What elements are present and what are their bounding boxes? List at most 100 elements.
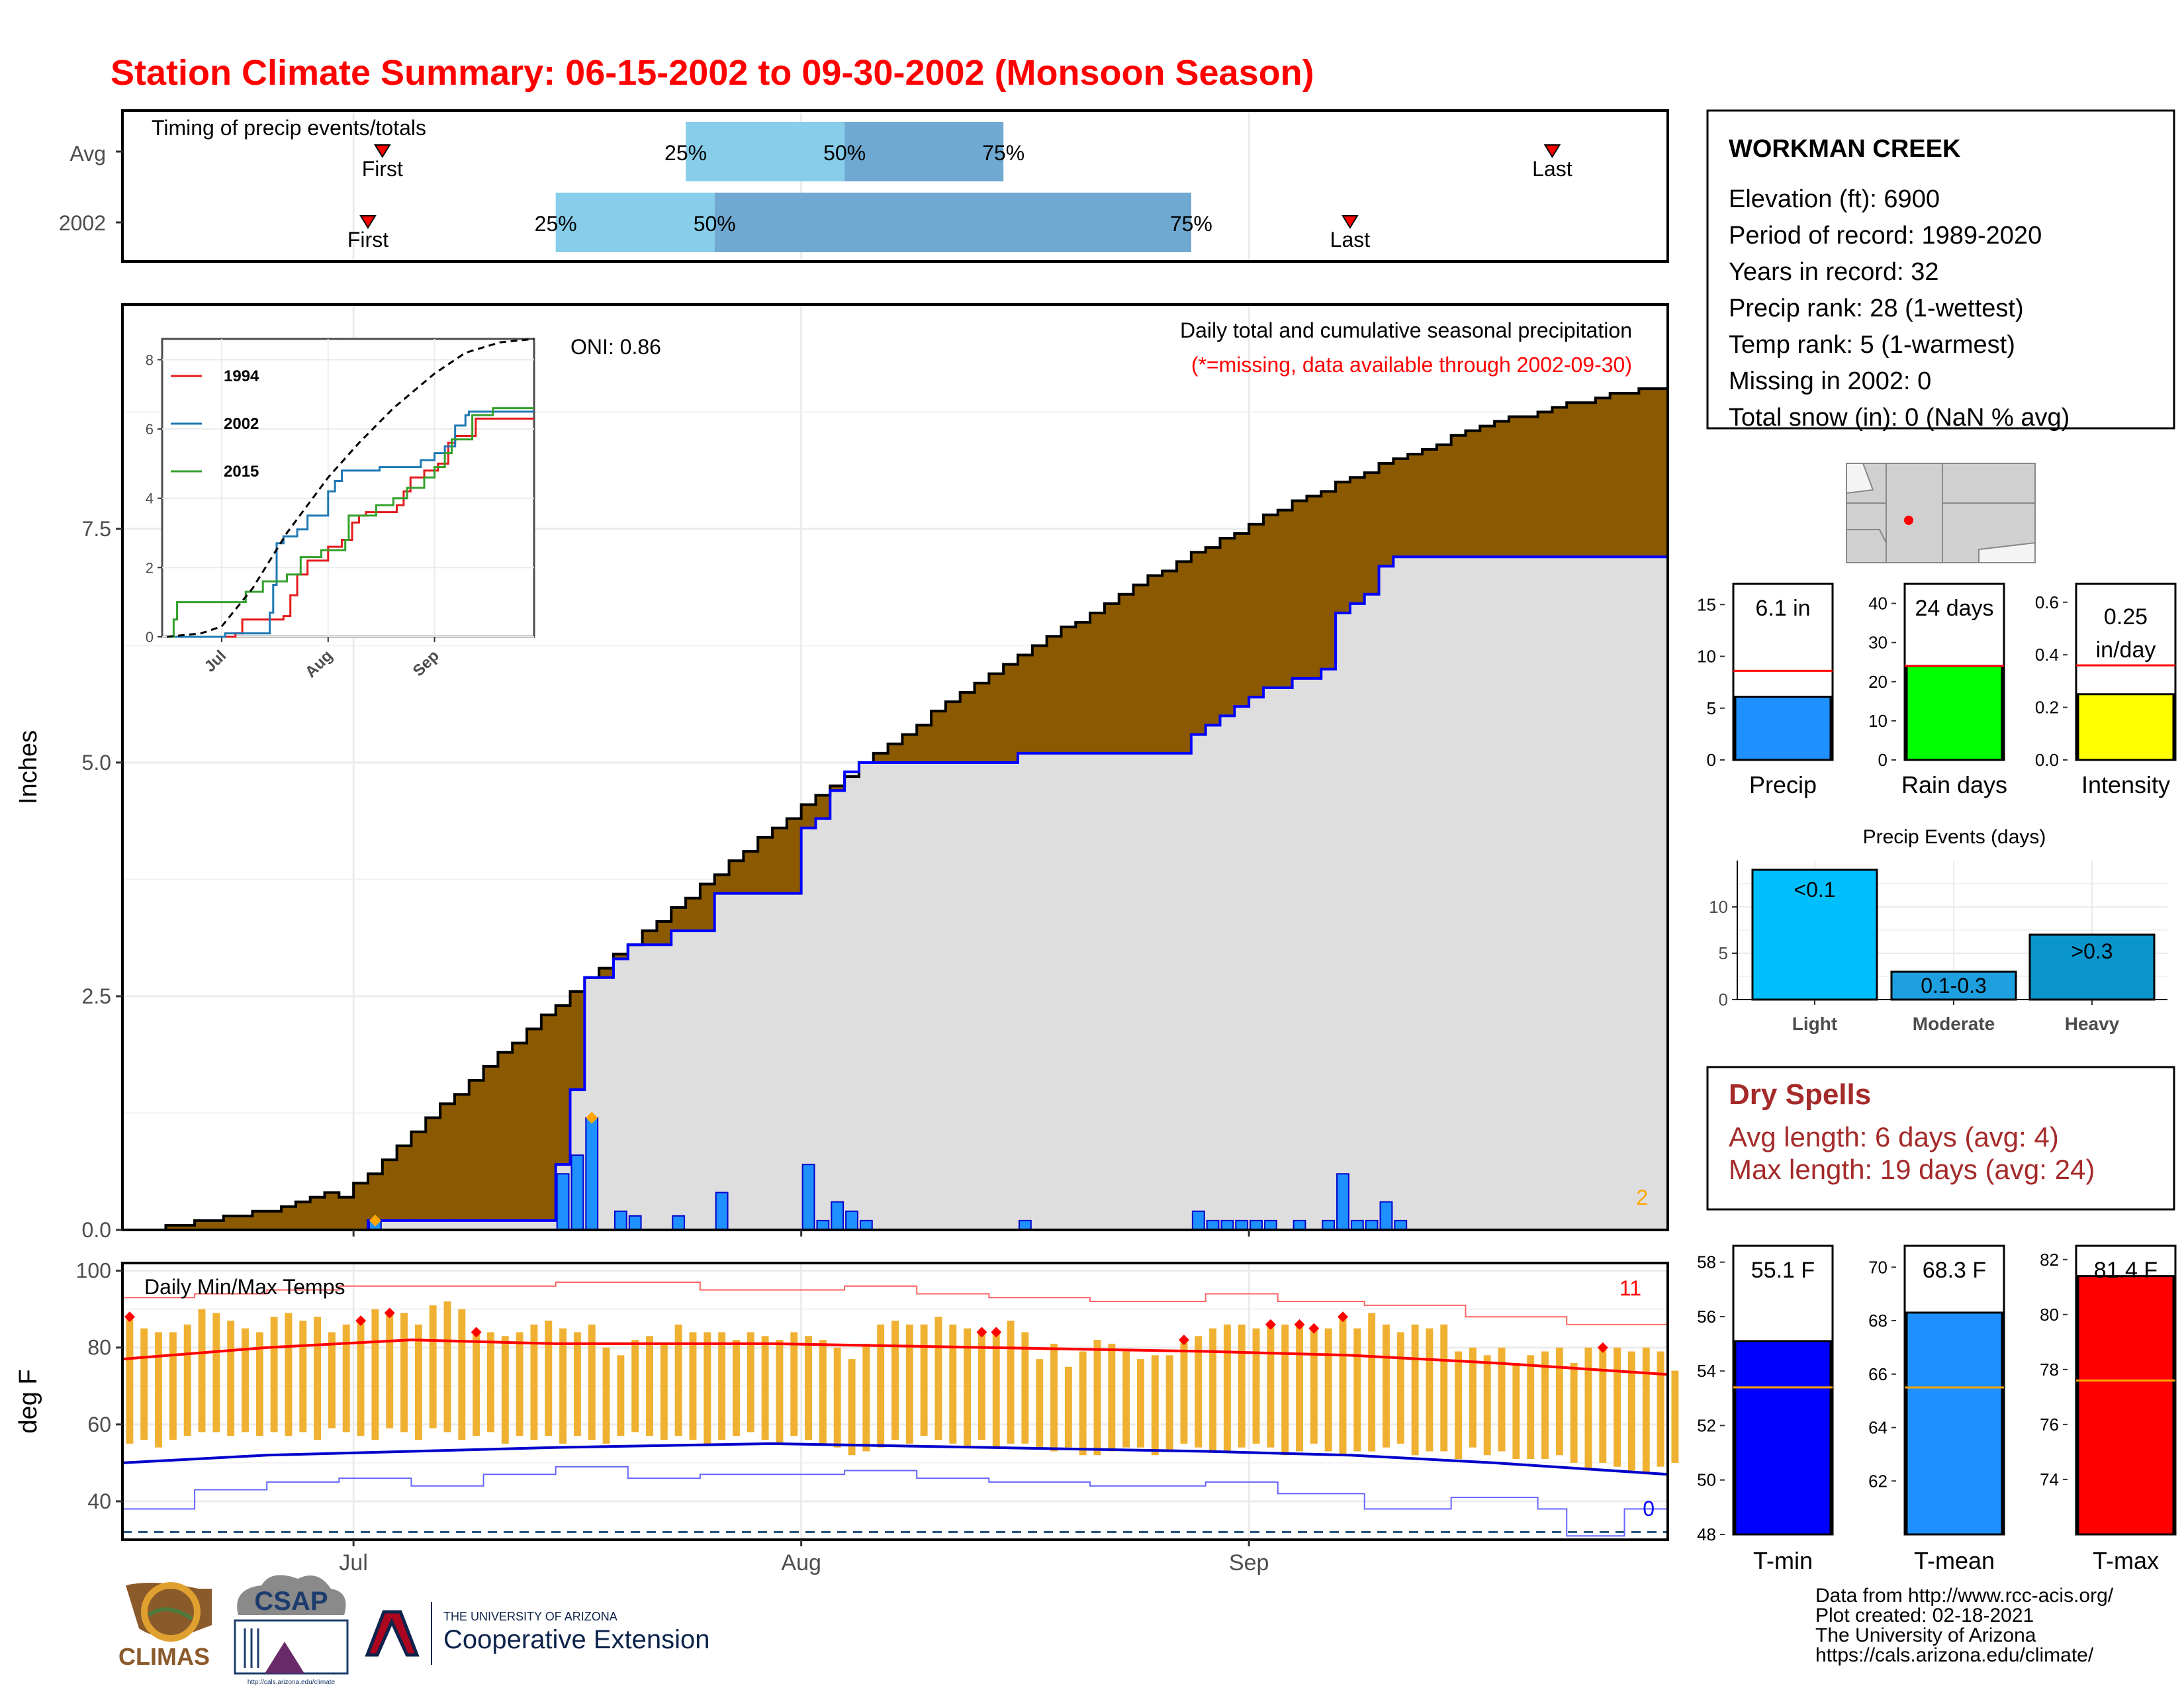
daily-minmax-bar [1021, 1332, 1029, 1444]
daily-minmax-bar [559, 1328, 567, 1444]
deficit-area-segment [700, 884, 715, 931]
deficit-area-segment [339, 1197, 354, 1230]
station-info-box: WORKMAN CREEK Elevation (ft): 6900 Perio… [1706, 109, 2175, 432]
tmax-ytick-label: 82 [2040, 1250, 2059, 1270]
intensity-chart-label: Intensity [2081, 771, 2170, 798]
daily-minmax-bar [342, 1324, 350, 1432]
record-max-marker [124, 1311, 135, 1323]
deficit-area-segment [1148, 575, 1163, 753]
daily-minmax-bar [1007, 1321, 1015, 1444]
deficit-area-segment [873, 753, 889, 763]
timing-q75-label: 75% [982, 141, 1024, 165]
inset-ytick-label: 0 [146, 629, 154, 645]
daily-minmax-bar [1671, 1370, 1679, 1463]
daily-minmax-bar [1498, 1347, 1506, 1452]
daily-minmax-bar [718, 1332, 726, 1440]
deficit-area-segment [1336, 482, 1351, 613]
tmin-value-bar [1734, 1340, 1832, 1536]
daily-minmax-bar [689, 1332, 697, 1440]
daily-minmax-bar [1267, 1324, 1275, 1448]
deficit-area-segment [469, 1080, 484, 1221]
event-name-light: Light [1792, 1013, 1837, 1034]
deficit-area-segment [1408, 453, 1423, 557]
events-ytick-label: 10 [1709, 897, 1728, 917]
deficit-area-segment [195, 1220, 210, 1230]
timing-row-avg-label: Avg [69, 142, 106, 165]
daily-minmax-bar [1426, 1328, 1433, 1452]
tmin-chart-label: T-min [1753, 1547, 1813, 1574]
daily-minmax-bar [1209, 1328, 1217, 1452]
temp-plot-title: Daily Min/Max Temps [144, 1275, 345, 1299]
intensity-ytick-label: 0.2 [2035, 698, 2059, 718]
tmin-ytick-label: 48 [1697, 1524, 1716, 1544]
daily-minmax-bar [429, 1305, 437, 1429]
deficit-area-segment [267, 1211, 282, 1230]
tmean-value-label: 68.3 F [1923, 1258, 1986, 1283]
daily-minmax-bar [530, 1324, 538, 1440]
precip-ytick-label: 10 [1697, 647, 1716, 667]
daily-precip-bar [1235, 1219, 1249, 1231]
precip-ytick-label: 15 [1697, 594, 1716, 614]
daily-minmax-bar [732, 1340, 740, 1436]
daily-minmax-bar [357, 1321, 365, 1436]
deficit-area-segment [599, 968, 614, 978]
credit-line-2: Plot created: 02-18-2021 [1815, 1605, 2034, 1626]
station-line-elevation: Elevation (ft): 6900 [1729, 185, 1940, 213]
daily-minmax-bar [704, 1332, 711, 1444]
precip-ytick-label: 0 [1707, 750, 1716, 770]
dry-spells-avg: Avg length: 6 days (avg: 4) [1729, 1121, 2059, 1152]
ua-line-2: Cooperative Extension [443, 1625, 709, 1654]
tmax-ytick-label: 76 [2040, 1415, 2059, 1434]
raindays-ytick-label: 30 [1868, 633, 1888, 653]
daily-temps-panel: Daily Min/Max Temps 11 0 deg F 40 60 80 100… [15, 1259, 1679, 1575]
daily-minmax-bar [920, 1324, 928, 1436]
record-min-line [122, 1466, 1668, 1537]
inset-series-1994 [167, 417, 534, 638]
temp-ytick-label: 60 [87, 1413, 111, 1436]
daily-minmax-bar [1151, 1355, 1159, 1456]
daily-minmax-bar [1541, 1351, 1549, 1460]
deficit-area-segment [411, 1131, 426, 1221]
daily-precip-bar [1220, 1219, 1234, 1231]
deficit-area-segment [512, 1043, 527, 1221]
deficit-area-segment [1393, 459, 1408, 557]
daily-minmax-bar [227, 1321, 235, 1436]
daily-precip-bar [628, 1215, 642, 1231]
daily-precip-bar [1250, 1219, 1263, 1231]
deficit-area-segment [815, 795, 831, 819]
timing-q25-label: 25% [535, 212, 577, 236]
inset-ytick-label: 6 [146, 421, 154, 438]
intensity-ytick-label: 0.4 [2035, 645, 2059, 665]
deficit-area-segment [483, 1066, 498, 1221]
tmax-ytick-label: 74 [2040, 1470, 2059, 1489]
tmax-ytick-label: 80 [2040, 1305, 2059, 1325]
intensity-value-label-1: 0.25 [2104, 604, 2148, 630]
daily-minmax-bar [1122, 1351, 1130, 1448]
tmax-value-bar [2077, 1275, 2175, 1536]
daily-minmax-bar [1570, 1362, 1578, 1463]
daily-minmax-bar [761, 1336, 769, 1440]
tmean-ytick-label: 64 [1868, 1418, 1888, 1438]
event-bar-heavy [2028, 933, 2156, 1001]
daily-minmax-bar [414, 1324, 422, 1440]
events-ytick-label: 5 [1719, 943, 1728, 963]
inset-ytick-label: 8 [146, 352, 154, 368]
record-max-marker [355, 1315, 367, 1327]
tmax-value-label: 81.4 F [2094, 1258, 2158, 1283]
inset-legend-label-2015: 2015 [224, 463, 259, 481]
csap-logo: CSAP http://cals.arizona.edu/climate [234, 1575, 349, 1686]
daily-minmax-bar [386, 1313, 394, 1429]
daily-minmax-bar [660, 1343, 668, 1440]
main-ytick-label: 5.0 [82, 751, 111, 774]
tmean-value-bar [1905, 1311, 2003, 1536]
record-max-marker [1597, 1342, 1608, 1353]
timing-last-marker [1543, 144, 1561, 158]
daily-minmax-bar [1657, 1351, 1664, 1467]
events-chart-title: Precip Events (days) [1863, 826, 2046, 848]
station-line-snow: Total snow (in): 0 (NaN % avg) [1729, 404, 2070, 432]
daily-minmax-bar [1195, 1336, 1203, 1448]
deficit-area-segment [1205, 547, 1221, 726]
missing-count: 2 [1636, 1186, 1648, 1209]
daily-minmax-bar [776, 1340, 784, 1444]
daily-minmax-bar [819, 1340, 827, 1444]
